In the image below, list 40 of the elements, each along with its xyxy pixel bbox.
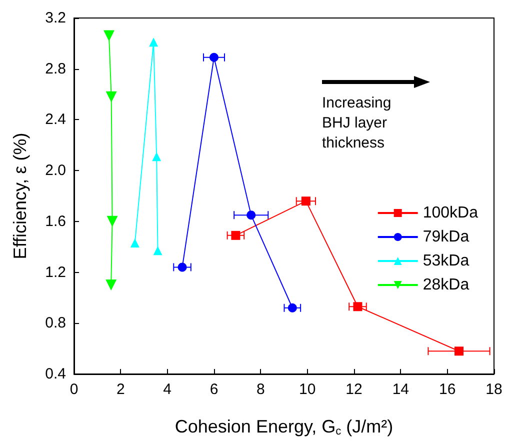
y-tick-label: 2.8 (45, 60, 66, 78)
point (130, 238, 140, 248)
annotation: Increasing BHJ layer thickness (322, 94, 396, 152)
x-tick-label: 0 (70, 381, 78, 398)
y-tick-label: 2.4 (45, 111, 66, 128)
x-tick-label: 8 (256, 381, 265, 398)
x-tick-label: 2 (116, 381, 125, 398)
legend-label: 28kDa (422, 276, 470, 294)
point (301, 196, 310, 206)
y-tick-label: 2.0 (45, 162, 66, 180)
point (106, 91, 117, 102)
y-tick-label: 1.6 (45, 212, 66, 230)
point (178, 262, 187, 272)
y-tick-label: 0.8 (45, 314, 66, 332)
x-tick-label: 18 (486, 381, 502, 398)
point (153, 246, 162, 256)
point (454, 346, 464, 356)
point (104, 30, 114, 42)
legend-label: 100kDa (422, 204, 478, 222)
point (152, 152, 162, 162)
legend-label: 79kDa (422, 228, 470, 246)
legend-label: 53kDa (422, 252, 470, 270)
x-tick-label: 16 (438, 381, 456, 398)
y-axis-title: Efficiency, ε (%) (10, 132, 30, 260)
x-tick-label: 4 (163, 381, 172, 398)
point (210, 52, 218, 62)
x-tick-label: 12 (346, 381, 362, 398)
x-tick-label: 6 (210, 381, 218, 398)
y-tick-label: 3.2 (45, 10, 66, 26)
point (353, 302, 362, 312)
point (246, 210, 256, 220)
x-tick-label: 14 (392, 381, 410, 398)
point (106, 280, 117, 290)
y-tick-label: 1.2 (45, 264, 66, 281)
point (231, 230, 240, 240)
point (149, 38, 158, 47)
point (288, 303, 297, 312)
point (106, 216, 118, 227)
y-tick-label: 0.4 (45, 366, 66, 382)
x-tick-label: 10 (298, 381, 316, 398)
